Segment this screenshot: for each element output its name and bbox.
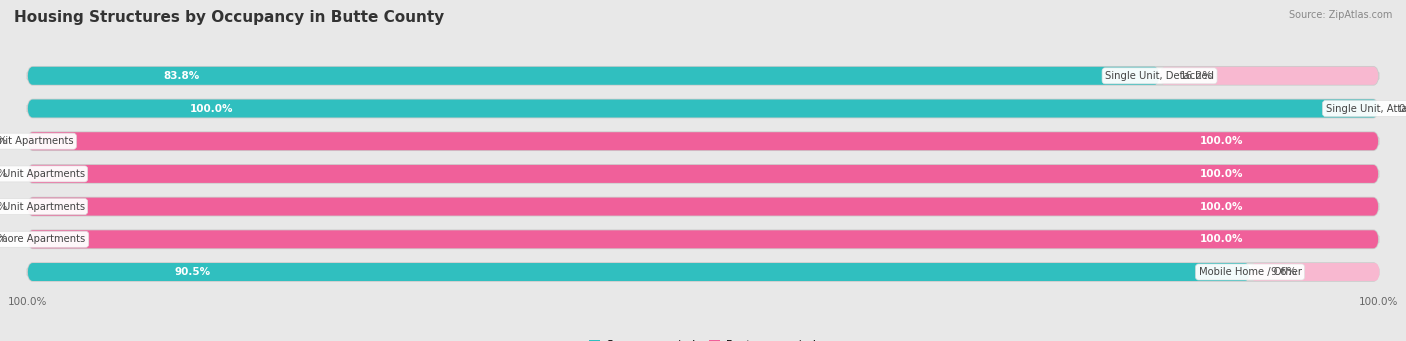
Text: 0.0%: 0.0% — [0, 136, 7, 146]
FancyBboxPatch shape — [28, 132, 1378, 150]
Legend: Owner-occupied, Renter-occupied: Owner-occupied, Renter-occupied — [585, 336, 821, 341]
Text: 5 to 9 Unit Apartments: 5 to 9 Unit Apartments — [0, 202, 84, 212]
FancyBboxPatch shape — [28, 198, 1378, 216]
Text: 0.0%: 0.0% — [1399, 104, 1406, 114]
FancyBboxPatch shape — [28, 100, 1378, 118]
Text: 100.0%: 100.0% — [1199, 202, 1243, 212]
FancyBboxPatch shape — [28, 67, 1378, 85]
Text: 0.0%: 0.0% — [0, 169, 7, 179]
Text: 3 or 4 Unit Apartments: 3 or 4 Unit Apartments — [0, 169, 84, 179]
Text: 0.0%: 0.0% — [0, 202, 7, 212]
Text: Housing Structures by Occupancy in Butte County: Housing Structures by Occupancy in Butte… — [14, 10, 444, 25]
Text: 90.5%: 90.5% — [174, 267, 211, 277]
Text: Source: ZipAtlas.com: Source: ZipAtlas.com — [1288, 10, 1392, 20]
Text: 16.2%: 16.2% — [1180, 71, 1213, 81]
FancyBboxPatch shape — [28, 230, 1378, 248]
Text: 0.0%: 0.0% — [0, 234, 7, 244]
FancyBboxPatch shape — [28, 132, 1378, 150]
Text: 100.0%: 100.0% — [190, 104, 233, 114]
FancyBboxPatch shape — [28, 198, 1378, 216]
Text: Mobile Home / Other: Mobile Home / Other — [1198, 267, 1302, 277]
Text: 2 Unit Apartments: 2 Unit Apartments — [0, 136, 73, 146]
Text: 83.8%: 83.8% — [163, 71, 200, 81]
FancyBboxPatch shape — [1160, 67, 1378, 85]
Text: Single Unit, Attached: Single Unit, Attached — [1326, 104, 1406, 114]
Text: 10 or more Apartments: 10 or more Apartments — [0, 234, 86, 244]
FancyBboxPatch shape — [28, 67, 1160, 85]
FancyBboxPatch shape — [28, 230, 1378, 248]
Text: 9.6%: 9.6% — [1271, 267, 1296, 277]
Text: 100.0%: 100.0% — [1199, 136, 1243, 146]
FancyBboxPatch shape — [28, 165, 1378, 183]
FancyBboxPatch shape — [28, 100, 1378, 118]
FancyBboxPatch shape — [1250, 263, 1379, 281]
Text: 100.0%: 100.0% — [1199, 234, 1243, 244]
FancyBboxPatch shape — [28, 263, 1250, 281]
FancyBboxPatch shape — [28, 165, 1378, 183]
Text: Single Unit, Detached: Single Unit, Detached — [1105, 71, 1215, 81]
FancyBboxPatch shape — [28, 263, 1378, 281]
Text: 100.0%: 100.0% — [1199, 169, 1243, 179]
